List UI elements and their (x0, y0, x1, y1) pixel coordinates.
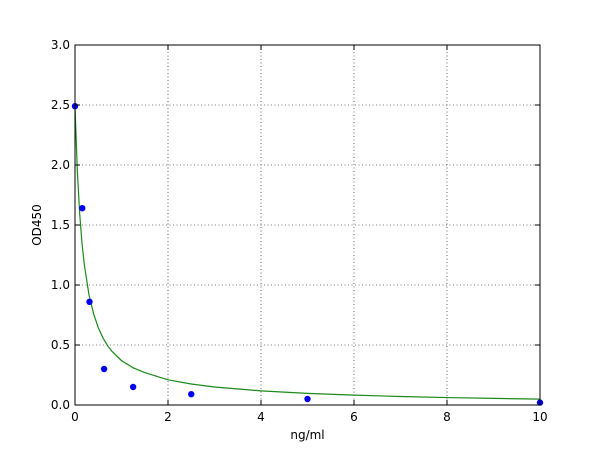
y-tick-label: 1.5 (51, 218, 70, 232)
grid (75, 45, 540, 405)
x-tick-label: 8 (443, 410, 451, 424)
y-tick-label: 0.5 (51, 338, 70, 352)
plot-frame (74, 44, 541, 406)
data-point (86, 298, 93, 305)
fit-curve-line (74, 106, 541, 400)
data-point (100, 365, 108, 373)
x-axis-label: ng/ml (290, 428, 324, 442)
y-tick-label: 2.0 (51, 158, 70, 172)
y-tick-label: 3.0 (51, 38, 70, 52)
y-axis-label: OD450 (30, 204, 44, 246)
data-point (79, 205, 86, 212)
data-point (188, 391, 195, 398)
x-tick-label: 10 (532, 410, 547, 424)
fit-curve (74, 106, 541, 400)
x-tick-label: 6 (350, 410, 358, 424)
x-tick-label: 4 (257, 410, 265, 424)
data-point (304, 395, 311, 403)
x-tick-label: 2 (164, 410, 172, 424)
axis-ticks: 0 2 4 6 8 10 0.0 0.5 1.0 1.5 2.0 2.5 3.0 (51, 38, 548, 424)
data-point (129, 383, 137, 391)
x-tick-label: 0 (71, 410, 79, 424)
data-points (71, 103, 544, 406)
y-tick-label: 2.5 (51, 98, 70, 112)
y-tick-label: 0.0 (51, 398, 70, 412)
y-tick-label: 1.0 (51, 278, 70, 292)
